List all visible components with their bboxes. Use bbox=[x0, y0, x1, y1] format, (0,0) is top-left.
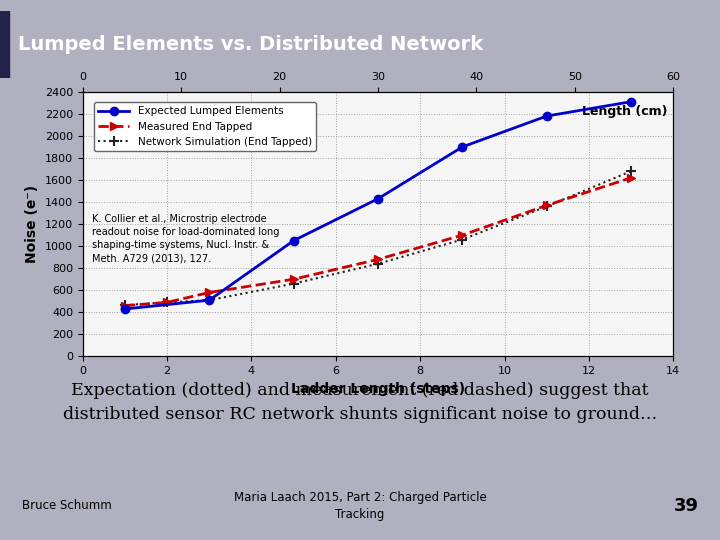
Network Simulation (End Tapped) bbox=[121, 302, 130, 308]
Measured End Tapped bbox=[458, 232, 467, 238]
Text: Lumped Elements vs. Distributed Network: Lumped Elements vs. Distributed Network bbox=[18, 35, 483, 54]
Line: Measured End Tapped: Measured End Tapped bbox=[121, 174, 635, 310]
Measured End Tapped bbox=[205, 289, 214, 296]
Network Simulation (End Tapped) bbox=[205, 297, 214, 303]
Expected Lumped Elements bbox=[374, 195, 382, 202]
Measured End Tapped bbox=[289, 276, 298, 282]
Text: Length (cm): Length (cm) bbox=[582, 105, 667, 118]
Network Simulation (End Tapped) bbox=[163, 299, 171, 306]
Text: 39: 39 bbox=[673, 497, 698, 515]
Expected Lumped Elements bbox=[121, 306, 130, 312]
Expected Lumped Elements bbox=[626, 98, 635, 105]
Measured End Tapped bbox=[121, 302, 130, 309]
Text: Expectation (dotted) and measurement (red dashed) suggest that
distributed senso: Expectation (dotted) and measurement (re… bbox=[63, 382, 657, 423]
Expected Lumped Elements bbox=[205, 297, 214, 303]
Legend: Expected Lumped Elements, Measured End Tapped, Network Simulation (End Tapped): Expected Lumped Elements, Measured End T… bbox=[94, 102, 316, 151]
Measured End Tapped bbox=[374, 256, 382, 262]
Expected Lumped Elements bbox=[458, 144, 467, 150]
Expected Lumped Elements bbox=[542, 113, 551, 119]
Measured End Tapped bbox=[626, 174, 635, 181]
Network Simulation (End Tapped) bbox=[626, 168, 635, 174]
Text: K. Collier et al., Microstrip electrode
readout noise for load-dominated long
sh: K. Collier et al., Microstrip electrode … bbox=[91, 213, 279, 263]
Text: Bruce Schumm: Bruce Schumm bbox=[22, 500, 112, 512]
Line: Network Simulation (End Tapped): Network Simulation (End Tapped) bbox=[120, 166, 636, 310]
Network Simulation (End Tapped) bbox=[289, 280, 298, 287]
Text: Maria Laach 2015, Part 2: Charged Particle
Tracking: Maria Laach 2015, Part 2: Charged Partic… bbox=[233, 491, 487, 521]
Line: Expected Lumped Elements: Expected Lumped Elements bbox=[121, 98, 635, 313]
Expected Lumped Elements bbox=[289, 238, 298, 244]
Measured End Tapped bbox=[163, 299, 171, 306]
Bar bbox=[0, 11, 9, 78]
Y-axis label: Noise (e⁻): Noise (e⁻) bbox=[25, 185, 40, 263]
X-axis label: Ladder Length (steps): Ladder Length (steps) bbox=[291, 382, 465, 396]
Network Simulation (End Tapped) bbox=[542, 203, 551, 210]
Measured End Tapped bbox=[542, 202, 551, 208]
Network Simulation (End Tapped) bbox=[458, 237, 467, 243]
Network Simulation (End Tapped) bbox=[374, 260, 382, 267]
